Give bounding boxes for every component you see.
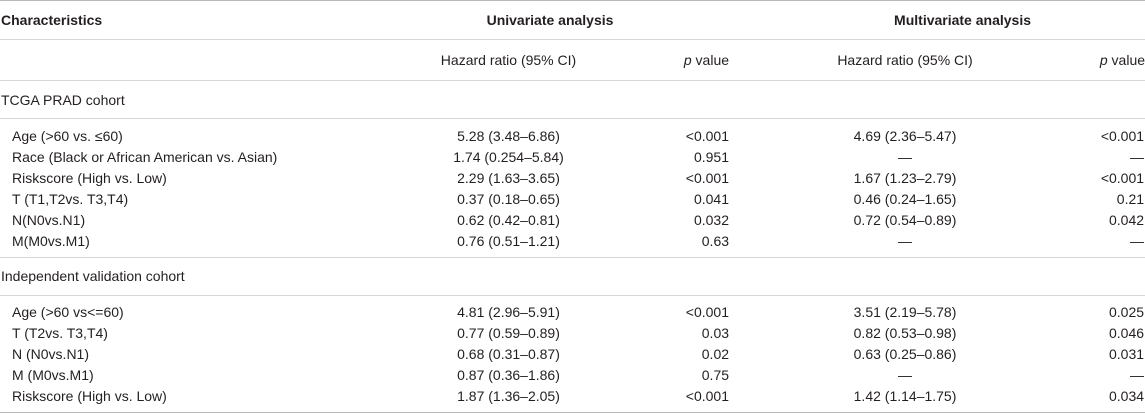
header-univariate: Univariate analysis xyxy=(370,0,731,40)
p-multivariate: 0.031 xyxy=(1108,346,1145,362)
p-univariate: 0.951 xyxy=(693,148,730,165)
row-label: N (N0vs.N1) xyxy=(12,346,90,362)
table-header-row: Characteristics Univariate analysis Mult… xyxy=(0,0,1145,40)
hr-multivariate: 1.67 (1.23–2.79) xyxy=(853,169,957,186)
hr-univariate: 0.87 (0.36–1.86) xyxy=(457,367,560,383)
cohort-row-tcga: TCGA PRAD cohort xyxy=(0,80,1145,119)
row-label: M(M0vs.M1) xyxy=(12,232,90,249)
p-multivariate: — xyxy=(1130,148,1145,165)
hr-univariate: 5.28 (3.48–6.86) xyxy=(457,127,560,144)
p-multivariate: 0.025 xyxy=(1108,304,1145,320)
row-label: N(N0vs.N1) xyxy=(12,211,86,228)
table-subheader-row: Hazard ratio (95% CI) p value Hazard rat… xyxy=(0,39,1145,81)
hr-multivariate: 1.42 (1.14–1.75) xyxy=(853,388,957,404)
hr-univariate: 0.62 (0.42–0.81) xyxy=(457,211,560,228)
hr-univariate: 0.76 (0.51–1.21) xyxy=(457,232,560,249)
table-row: T (T2vs. T3,T4) 0.77 (0.59–0.89) 0.03 0.… xyxy=(0,323,1145,344)
table-row: N (N0vs.N1) 0.68 (0.31–0.87) 0.02 0.63 (… xyxy=(0,344,1145,365)
hr-multivariate: 4.69 (2.36–5.47) xyxy=(853,127,957,144)
table-row: Riskscore (High vs. Low) 1.87 (1.36–2.05… xyxy=(0,386,1145,407)
p-multivariate: 0.046 xyxy=(1108,325,1145,341)
row-label: T (T1,T2vs. T3,T4) xyxy=(12,190,129,207)
table-row: Age (>60 vs. ≤60) 5.28 (3.48–6.86) <0.00… xyxy=(0,125,1145,146)
p-univariate: 0.041 xyxy=(693,190,730,207)
hr-univariate: 0.77 (0.59–0.89) xyxy=(457,325,560,341)
row-label: Age (>60 vs<=60) xyxy=(12,304,124,320)
subheader-p-multivariate: p value xyxy=(1027,39,1145,81)
hr-multivariate: 0.46 (0.24–1.65) xyxy=(853,190,957,207)
p-univariate: 0.02 xyxy=(701,346,730,362)
table-row: N(N0vs.N1) 0.62 (0.42–0.81) 0.032 0.72 (… xyxy=(0,209,1145,230)
subheader-p-univariate: p value xyxy=(612,39,731,81)
p-univariate: 0.75 xyxy=(701,367,730,383)
table-row: M(M0vs.M1) 0.76 (0.51–1.21) 0.63 — — xyxy=(0,230,1145,251)
hr-univariate: 0.37 (0.18–0.65) xyxy=(457,190,560,207)
p-multivariate: — xyxy=(1130,232,1145,249)
header-characteristics: Characteristics xyxy=(0,0,370,40)
p-multivariate: <0.001 xyxy=(1100,169,1145,186)
table-row: Race (Black or African American vs. Asia… xyxy=(0,146,1145,167)
p-symbol: p xyxy=(1099,52,1108,68)
cohort-row-validation: Independent validation cohort xyxy=(0,257,1145,296)
table-row: T (T1,T2vs. T3,T4) 0.37 (0.18–0.65) 0.04… xyxy=(0,188,1145,209)
subheader-hr-univariate: Hazard ratio (95% CI) xyxy=(370,39,612,81)
row-label: M (M0vs.M1) xyxy=(12,367,94,383)
hr-multivariate: 0.82 (0.53–0.98) xyxy=(853,325,957,341)
hr-multivariate: 3.51 (2.19–5.78) xyxy=(853,304,957,320)
hr-univariate: 1.74 (0.254–5.84) xyxy=(453,148,564,165)
row-label: Age (>60 vs. ≤60) xyxy=(12,127,123,144)
p-multivariate: 0.042 xyxy=(1108,211,1145,228)
p-value-word: value xyxy=(1107,52,1145,68)
row-label: Race (Black or African American vs. Asia… xyxy=(12,148,278,165)
row-label: T (T2vs. T3,T4) xyxy=(12,325,108,341)
p-multivariate: — xyxy=(1130,367,1145,383)
table-row: Age (>60 vs<=60) 4.81 (2.96–5.91) <0.001… xyxy=(0,302,1145,323)
subheader-hr-multivariate: Hazard ratio (95% CI) xyxy=(730,39,1028,81)
cohort-name: Independent validation cohort xyxy=(0,257,1145,296)
row-label: Riskscore (High vs. Low) xyxy=(12,388,167,404)
p-univariate: <0.001 xyxy=(685,169,730,186)
hr-multivariate: 0.63 (0.25–0.86) xyxy=(853,346,957,362)
p-univariate: <0.001 xyxy=(685,127,730,144)
p-symbol: p xyxy=(683,52,692,68)
hr-multivariate: — xyxy=(898,232,913,249)
p-univariate: <0.001 xyxy=(685,388,730,404)
hr-multivariate: — xyxy=(898,148,913,165)
row-label: Riskscore (High vs. Low) xyxy=(12,169,167,186)
p-univariate: 0.03 xyxy=(701,325,730,341)
p-univariate: 0.63 xyxy=(701,232,730,249)
hr-univariate: 1.87 (1.36–2.05) xyxy=(457,388,560,404)
header-multivariate: Multivariate analysis xyxy=(730,0,1145,40)
hr-multivariate: 0.72 (0.54–0.89) xyxy=(853,211,957,228)
hr-multivariate: — xyxy=(898,367,913,383)
p-value-word: value xyxy=(691,52,730,68)
p-multivariate: 0.21 xyxy=(1116,190,1145,207)
table-row: Riskscore (High vs. Low) 2.29 (1.63–3.65… xyxy=(0,167,1145,188)
table-row: M (M0vs.M1) 0.87 (0.36–1.86) 0.75 — — xyxy=(0,365,1145,386)
hr-univariate: 2.29 (1.63–3.65) xyxy=(457,169,560,186)
cohort-name: TCGA PRAD cohort xyxy=(0,80,1145,119)
p-multivariate: <0.001 xyxy=(1100,127,1145,144)
hr-univariate: 4.81 (2.96–5.91) xyxy=(457,304,560,320)
p-multivariate: 0.034 xyxy=(1108,388,1145,404)
p-univariate: 0.032 xyxy=(693,211,730,228)
subheader-empty xyxy=(0,39,370,81)
hr-univariate: 0.68 (0.31–0.87) xyxy=(457,346,560,362)
p-univariate: <0.001 xyxy=(685,304,730,320)
